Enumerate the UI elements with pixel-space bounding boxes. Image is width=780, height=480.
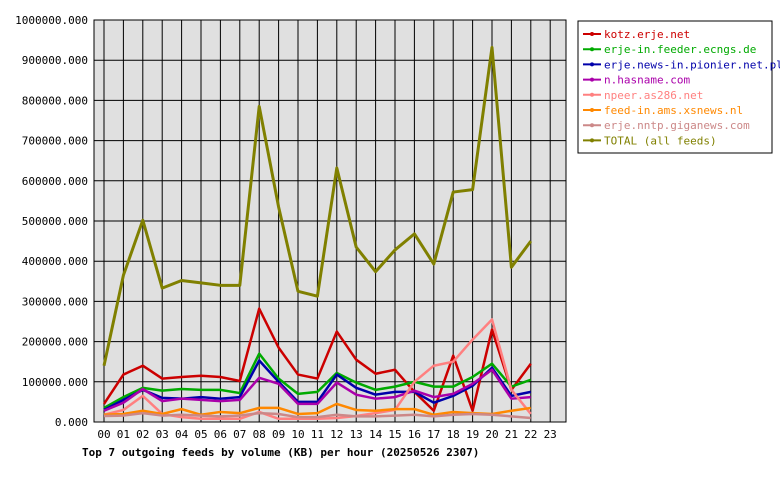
y-tick-label: 100000.000 [22, 376, 88, 389]
series-line [102, 45, 533, 367]
series-line [103, 411, 531, 420]
x-tick-label: 08 [253, 428, 266, 441]
y-tick-label: 0.000 [55, 416, 88, 429]
legend-label: erje-in.feeder.ecngs.de [604, 43, 756, 56]
y-tick-labels: 0.000 100000.000 200000.000 300000.000 40000… [15, 14, 88, 429]
legend-entry: kotz.erje.net [583, 28, 690, 41]
x-tick-label: 06 [214, 428, 227, 441]
grid [94, 19, 566, 423]
legend-label: kotz.erje.net [604, 28, 690, 41]
legend-marker [590, 47, 594, 52]
x-tick-label: 13 [350, 428, 363, 441]
x-tick-label: 15 [388, 428, 401, 441]
legend-marker [590, 92, 594, 97]
x-tick-label: 00 [97, 428, 110, 441]
y-tick-label: 400000.000 [22, 255, 88, 268]
x-tick-label: 11 [311, 428, 324, 441]
series-lines [102, 45, 533, 421]
series-line [103, 352, 532, 410]
y-tick-label: 700000.000 [22, 135, 88, 148]
legend-label: erje.news-in.pionier.net.pl [604, 58, 780, 71]
y-tick-label: 600000.000 [22, 175, 88, 188]
legend-marker [590, 77, 594, 82]
legend-marker [590, 32, 594, 36]
x-tick-label: 19 [466, 428, 479, 441]
x-tick-labels: 00 01 02 03 04 05 06 07 08 09 10 11 12 13 14 15 16 17 18 19… [97, 428, 556, 441]
x-tick-label: 07 [233, 428, 246, 441]
chart-title: Top 7 outgoing feeds by volume (KB) per … [82, 446, 479, 459]
legend-entry: feed-in.ams.xsnews.nl [583, 104, 743, 117]
legend-entry: erje-in.feeder.ecngs.de [583, 43, 756, 56]
x-tick-label: 14 [369, 428, 383, 441]
y-tick-label: 1000000.000 [15, 14, 88, 27]
legend-marker [590, 62, 594, 67]
x-tick-label: 17 [427, 428, 440, 441]
x-tick-label: 09 [272, 428, 285, 441]
y-tick-label: 900000.000 [22, 54, 88, 67]
legend-entry: erje.nntp.giganews.com [583, 119, 750, 132]
x-tick-label: 23 [544, 428, 557, 441]
legend-label: TOTAL (all feeds) [604, 134, 717, 147]
legend-entry: erje.news-in.pionier.net.pl [583, 58, 780, 71]
y-tick-label: 300000.000 [22, 295, 88, 308]
x-tick-label: 18 [447, 428, 460, 441]
x-tick-label: 12 [330, 428, 343, 441]
x-tick-label: 04 [175, 428, 189, 441]
x-tick-label: 16 [408, 428, 421, 441]
x-tick-label: 05 [194, 428, 207, 441]
legend-label: n.hasname.com [604, 74, 690, 87]
legend-label: erje.nntp.giganews.com [604, 119, 750, 132]
legend: kotz.erje.net erje-in.feeder.ecngs.de erje… [577, 20, 780, 154]
x-tick-label: 22 [524, 428, 537, 441]
x-tick-label: 01 [117, 428, 130, 441]
x-tick-label: 21 [505, 428, 518, 441]
x-tick-label: 20 [485, 428, 498, 441]
y-tick-label: 800000.000 [22, 94, 88, 107]
legend-marker [590, 123, 594, 128]
legend-entry: npeer.as286.net [583, 89, 703, 102]
x-tick-label: 02 [136, 428, 149, 441]
legend-entry: n.hasname.com [583, 74, 690, 87]
x-tick-label: 03 [156, 428, 169, 441]
y-tick-label: 200000.000 [22, 336, 88, 349]
legend-label: feed-in.ams.xsnews.nl [604, 104, 743, 117]
legend-entry: TOTAL (all feeds) [583, 134, 717, 147]
series-line [102, 307, 532, 412]
legend-label: npeer.as286.net [604, 89, 703, 102]
legend-box [577, 20, 773, 154]
legend-marker [590, 138, 594, 143]
legend-marker [590, 108, 594, 112]
x-tick-label: 10 [291, 428, 304, 441]
series-line [103, 402, 531, 417]
y-tick-label: 500000.000 [22, 215, 88, 228]
series-line [103, 368, 531, 412]
